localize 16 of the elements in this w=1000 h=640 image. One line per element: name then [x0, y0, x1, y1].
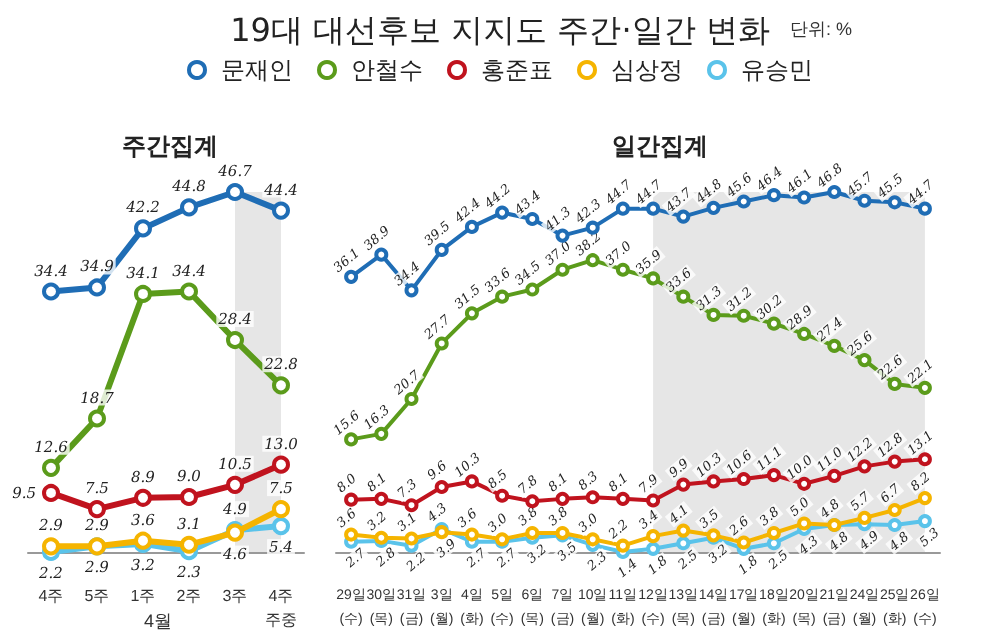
text: 4월 [144, 611, 173, 631]
x-tick-label: 4주 [38, 587, 64, 605]
x-tick-label: 4주 주중 [265, 587, 297, 629]
x-tick-label: 5주 [84, 587, 110, 605]
legend-label: 안철수 [351, 56, 423, 84]
legend-label: 심상정 [611, 56, 683, 84]
x-tick-label: 1주 [130, 587, 156, 605]
legend-label: 유승민 [741, 56, 813, 84]
chart-subtitle: 일간집계 [612, 132, 708, 160]
x-tick-label: 2주 [176, 587, 202, 605]
legend-label: 홍준표 [481, 56, 553, 84]
legend-label: 문재인 [221, 56, 293, 84]
text: 단위: % [790, 19, 853, 39]
text: 19대 대선후보 지지도 주간·일간 변화 [230, 11, 770, 49]
chart-subtitle: 주간집계 [122, 132, 218, 160]
x-tick-label: 3주 [222, 587, 248, 605]
